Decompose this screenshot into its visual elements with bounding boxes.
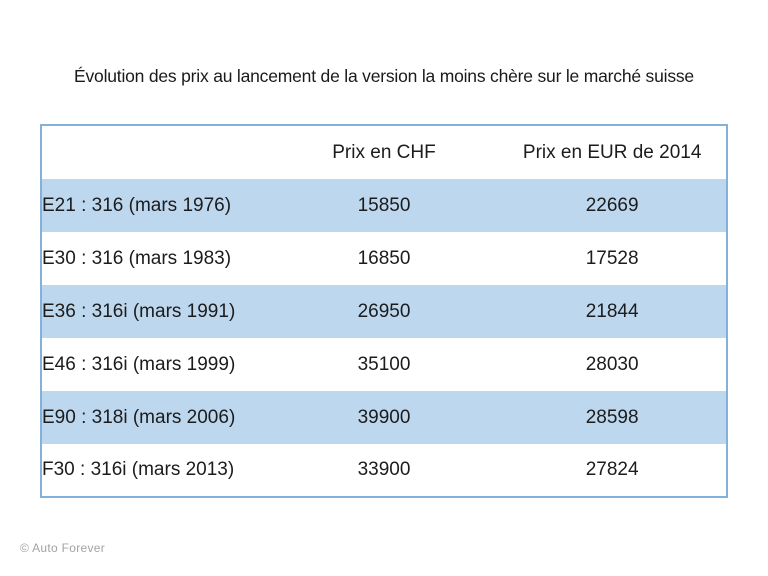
eur-cell: 22669 xyxy=(585,194,639,216)
copyright-text: © Auto Forever xyxy=(20,541,106,555)
table-row: E46 : 316i (mars 1999) 35100 28030 xyxy=(41,338,727,391)
table-header-model xyxy=(41,125,270,179)
table-row: E90 : 318i (mars 2006) 39900 28598 xyxy=(41,391,727,444)
chf-cell: 33900 xyxy=(357,459,411,480)
chf-cell: 26950 xyxy=(357,300,411,322)
table-header-row: Prix en CHF Prix en EUR de 2014 xyxy=(41,125,727,179)
eur-cell: 28030 xyxy=(585,353,639,375)
table-row: E36 : 316i (mars 1991) 26950 21844 xyxy=(41,285,727,338)
page-title: Évolution des prix au lancement de la ve… xyxy=(74,66,694,86)
table-row: F30 : 316i (mars 2013) 33900 27824 xyxy=(41,444,727,497)
table-header-chf: Prix en CHF xyxy=(332,141,436,163)
model-cell: E36 : 316i (mars 1991) xyxy=(42,300,236,322)
model-cell: F30 : 316i (mars 2013) xyxy=(42,459,235,480)
price-table: Prix en CHF Prix en EUR de 2014 E21 : 31… xyxy=(40,124,728,498)
eur-cell: 21844 xyxy=(585,300,639,322)
model-cell: E30 : 316 (mars 1983) xyxy=(42,247,232,269)
table-row: E21 : 316 (mars 1976) 15850 22669 xyxy=(41,179,727,232)
eur-cell: 27824 xyxy=(585,459,639,480)
table-row: E30 : 316 (mars 1983) 16850 17528 xyxy=(41,232,727,285)
chf-cell: 35100 xyxy=(357,353,411,375)
table-header-eur: Prix en EUR de 2014 xyxy=(522,141,702,163)
eur-cell: 28598 xyxy=(585,406,639,428)
chf-cell: 15850 xyxy=(357,194,411,216)
chf-cell: 16850 xyxy=(357,247,411,269)
eur-cell: 17528 xyxy=(585,247,639,269)
chf-cell: 39900 xyxy=(357,406,411,428)
model-cell: E90 : 318i (mars 2006) xyxy=(42,406,236,428)
model-cell: E21 : 316 (mars 1976) xyxy=(42,194,232,216)
model-cell: E46 : 316i (mars 1999) xyxy=(42,353,236,375)
